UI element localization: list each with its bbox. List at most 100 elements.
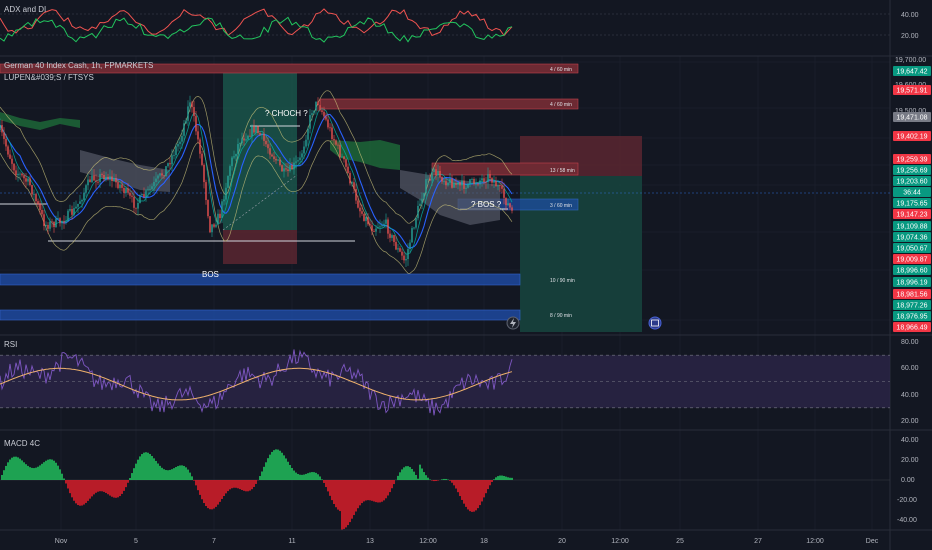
macd-bar (139, 456, 141, 480)
macd-bar (163, 469, 165, 480)
candle-body (467, 183, 469, 188)
macd-bar (133, 468, 135, 480)
candle-body (323, 111, 325, 117)
candle-body (411, 228, 413, 243)
macd-bar (441, 479, 443, 480)
macd-bar (179, 465, 181, 480)
macd-bar (311, 472, 313, 480)
candle-body (135, 207, 137, 209)
candle-body (451, 178, 453, 188)
candle-body (25, 178, 27, 182)
candle-body (159, 173, 161, 176)
macd-bar (53, 460, 55, 480)
candle-body (253, 126, 255, 133)
macd-bar (219, 480, 221, 502)
candle-body (91, 175, 93, 183)
candle-body (69, 209, 71, 211)
candle-body (417, 205, 419, 219)
price-axis[interactable]: 40.00 20.00 19,700.00 19,600.00 19,500.0… (893, 12, 931, 524)
macd-bar (175, 467, 177, 480)
macd-bar (313, 472, 315, 480)
candle-body (503, 188, 505, 198)
svg-text:19,471.08: 19,471.08 (896, 115, 927, 122)
macd-bar (245, 480, 247, 492)
macd-bar (69, 480, 71, 494)
candle-body (383, 223, 385, 226)
candle-body (309, 114, 311, 129)
price-tag: 19,259.39 (893, 154, 931, 164)
bos-label-left: BOS (202, 270, 219, 279)
macd-bar (443, 478, 445, 480)
macd-bar (171, 469, 173, 480)
macd-bar (421, 468, 423, 480)
candle-body (405, 259, 407, 261)
candle-body (235, 154, 237, 157)
macd-bar (339, 480, 341, 512)
adx-pane (0, 8, 890, 43)
candle-body (459, 182, 461, 186)
calendar-icon[interactable] (648, 316, 662, 330)
macd-bar (11, 457, 13, 480)
price-tag: 19,147.23 (893, 209, 931, 219)
candle-body (431, 172, 433, 181)
candle-body (329, 127, 331, 129)
candle-body (95, 180, 97, 182)
candle-body (125, 188, 127, 193)
candle-body (471, 178, 473, 180)
candle-body (379, 226, 381, 228)
macd-bar (91, 480, 93, 497)
candle-body (505, 197, 507, 206)
svg-text:18,977.26: 18,977.26 (896, 303, 927, 310)
candle-body (301, 153, 303, 158)
rsi-tick-60: 60.00 (901, 365, 919, 372)
macd-bar (341, 480, 343, 530)
macd-bar (193, 480, 195, 481)
flash-icon[interactable] (506, 316, 520, 330)
candle-body (393, 235, 395, 243)
macd-bar (479, 480, 481, 506)
macd-bar (113, 480, 115, 498)
candle-body (413, 227, 415, 229)
candle-body (465, 187, 467, 189)
macd-bar (397, 475, 399, 480)
macd-bar (387, 480, 389, 496)
candle-body (443, 181, 445, 182)
macd-bar (157, 463, 159, 480)
candle-body (203, 164, 205, 183)
zone-label-1: 4 / 60 min (550, 67, 572, 73)
rsi-line (0, 349, 513, 416)
candle-body (419, 203, 421, 206)
candle-body (277, 159, 279, 161)
candle-body (149, 189, 151, 191)
macd-bar (197, 480, 199, 491)
macd-bar (35, 467, 37, 480)
macd-bar (21, 460, 23, 480)
price-tag: 19,256.69 (893, 165, 931, 175)
candle-body (47, 224, 49, 229)
candle-body (165, 166, 167, 177)
candle-body (351, 182, 353, 184)
macd-bar (409, 467, 411, 480)
macd-bar (263, 466, 265, 480)
main-price-pane[interactable]: 4 / 60 min 4 / 60 min 13 / 58 min 3 / 60… (0, 63, 890, 332)
macd-bar (73, 480, 75, 501)
candle-body (509, 203, 511, 208)
macd-bar (451, 480, 453, 483)
macd-bar (455, 480, 457, 489)
candle-body (207, 200, 209, 217)
candle-body (17, 173, 19, 176)
time-axis[interactable]: Nov 5 7 11 13 12:00 18 20 12:00 25 27 12:00 Dec (55, 538, 879, 545)
macd-bar (279, 450, 281, 480)
bos-label-right: ? BOS ? (471, 200, 502, 209)
candle-body (237, 144, 239, 155)
time-tick: 27 (754, 538, 762, 545)
macd-bar (207, 480, 209, 509)
macd-bar (101, 480, 103, 492)
candle-body (295, 161, 297, 163)
macd-bar (333, 480, 335, 504)
macd-bar (249, 480, 251, 491)
macd-bar (507, 477, 509, 480)
candle-body (381, 225, 383, 227)
adx-tick-20: 20.00 (901, 33, 919, 40)
